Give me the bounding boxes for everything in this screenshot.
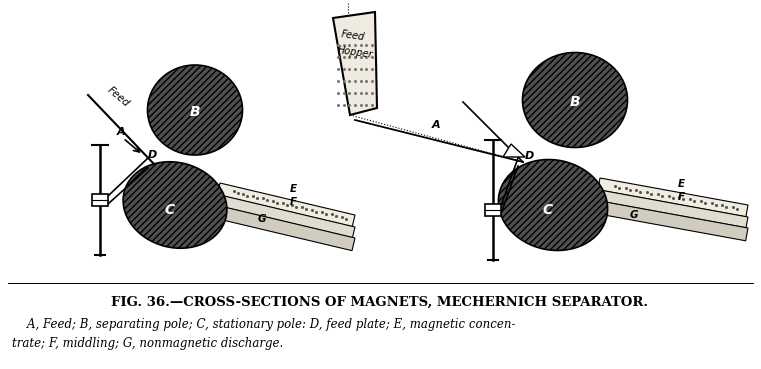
Polygon shape	[597, 201, 748, 241]
Text: A: A	[432, 120, 441, 130]
Text: D: D	[148, 150, 158, 160]
Ellipse shape	[123, 162, 227, 248]
FancyBboxPatch shape	[485, 204, 501, 216]
Text: Hopper: Hopper	[337, 45, 374, 60]
Text: A, Feed; B, separating pole; C, stationary pole: D, feed plate; E, magnetic conc: A, Feed; B, separating pole; C, stationa…	[12, 318, 515, 331]
Text: F: F	[290, 197, 297, 207]
Polygon shape	[217, 183, 355, 227]
Text: G: G	[258, 214, 266, 224]
Text: C: C	[165, 203, 175, 217]
FancyBboxPatch shape	[92, 194, 108, 206]
Polygon shape	[598, 190, 748, 228]
Text: G: G	[630, 210, 638, 220]
Text: D: D	[525, 151, 534, 161]
Text: Feed: Feed	[340, 29, 365, 42]
Text: B: B	[570, 95, 581, 109]
Text: E: E	[678, 179, 685, 189]
Polygon shape	[598, 178, 748, 217]
Text: trate; F, middling; G, nonmagnetic discharge.: trate; F, middling; G, nonmagnetic disch…	[12, 337, 283, 350]
Text: Feed: Feed	[105, 85, 131, 109]
Polygon shape	[503, 144, 525, 157]
Ellipse shape	[498, 159, 607, 251]
Text: C: C	[543, 203, 553, 217]
Text: FIG. 36.—CROSS-SECTIONS OF MAGNETS, MECHERNICH SEPARATOR.: FIG. 36.—CROSS-SECTIONS OF MAGNETS, MECH…	[111, 296, 648, 309]
Text: E: E	[290, 184, 297, 194]
Polygon shape	[218, 195, 355, 238]
Polygon shape	[333, 12, 377, 115]
Text: A: A	[117, 127, 126, 137]
Polygon shape	[217, 206, 355, 251]
Text: F: F	[678, 192, 685, 202]
Ellipse shape	[523, 52, 628, 148]
Text: B: B	[189, 105, 200, 119]
Ellipse shape	[148, 65, 243, 155]
